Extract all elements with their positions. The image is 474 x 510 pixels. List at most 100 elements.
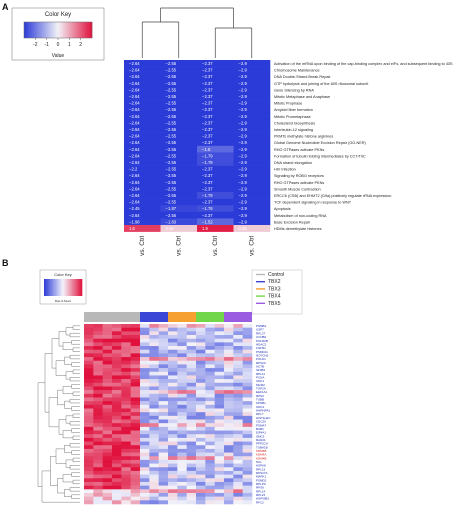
- heatmap-b-cell: [84, 379, 94, 384]
- heatmap-b-cell: [158, 397, 169, 402]
- heatmap-b-cell: [233, 338, 243, 343]
- heatmap-b-gene-label: HDAC2: [256, 342, 267, 346]
- heatmap-b-cell: [158, 327, 169, 332]
- color-key-gradient-step: [86, 22, 89, 38]
- heatmap-a-cell: [197, 225, 234, 232]
- heatmap-b-cell: [102, 423, 113, 428]
- heatmap-b-cell: [168, 386, 178, 391]
- heatmap-b-cell: [149, 338, 159, 343]
- heatmap-b-cell: [158, 463, 169, 468]
- heatmap-b-cell: [102, 408, 113, 413]
- heatmap-b-cell: [93, 338, 103, 343]
- heatmap-b-cell: [158, 441, 169, 446]
- color-key-gradient-step: [80, 22, 83, 38]
- heatmap-b-cell: [233, 390, 243, 395]
- heatmap-a-value-label: −2.37: [202, 114, 213, 119]
- heatmap-b-cell: [224, 492, 234, 497]
- heatmap-b-cell: [140, 489, 150, 494]
- heatmap-b-cell: [121, 489, 131, 494]
- heatmap-a-value-label: −2.9: [239, 200, 248, 205]
- heatmap-b-cell: [205, 496, 215, 501]
- heatmap-a-cell: [197, 192, 234, 199]
- heatmap-a-cell: [160, 218, 198, 226]
- heatmap-b-cell: [205, 485, 215, 490]
- heatmap-a-cell: [233, 211, 271, 219]
- heatmap-a-value-label: 1.9: [202, 226, 208, 231]
- heatmap-b-cell: [196, 375, 206, 380]
- heatmap-b-cell: [168, 360, 178, 365]
- heatmap-a-value-label: −2.9: [239, 186, 248, 191]
- heatmap-b-cell: [130, 459, 141, 464]
- heatmap-b-cell: [233, 327, 243, 332]
- heatmap-a-value-label: −2.37: [202, 127, 213, 132]
- heatmap-a-row-label: PKMTs methylate histone arginines: [274, 135, 333, 139]
- heatmap-a-cell: [160, 119, 198, 127]
- heatmap-a-value-label: −2.55: [166, 87, 177, 92]
- heatmap-b-cell: [224, 364, 234, 369]
- heatmap-b-cell: [168, 382, 178, 387]
- heatmap-b-cell: [224, 375, 234, 380]
- heatmap-b-cell: [224, 415, 234, 420]
- heatmap-b-cell: [140, 412, 150, 417]
- heatmap-b-cell: [224, 474, 234, 479]
- heatmap-b-cell: [140, 357, 150, 362]
- heatmap-b-cell: [168, 349, 178, 354]
- heatmap-b-cell: [158, 360, 169, 365]
- heatmap-b-cell: [242, 485, 253, 490]
- heatmap-b-cell: [224, 467, 234, 472]
- heatmap-b-cell: [242, 426, 253, 431]
- heatmap-b-cell: [130, 463, 141, 468]
- heatmap-b-cell: [177, 408, 187, 413]
- heatmap-b-cell: [224, 481, 234, 486]
- heatmap-a-row-label: ERCC6 (CSB) and EHMT2 (G9a) positively r…: [274, 194, 391, 198]
- heatmap-a-cell: [160, 112, 198, 120]
- heatmap-b-cell: [214, 371, 225, 376]
- heatmap-b-cell: [233, 474, 243, 479]
- heatmap-b-cell: [214, 474, 225, 479]
- group-bar-tbx3: [168, 312, 196, 322]
- heatmap-b-cell: [177, 349, 187, 354]
- heatmap-b-cell: [84, 463, 94, 468]
- heatmap-a-cell: [197, 112, 234, 120]
- heatmap-b-cell: [84, 335, 94, 339]
- color-key-b-xlabel: Row Z-Score: [55, 299, 72, 303]
- heatmap-a-row-label: Metabolism of non-coding RNA: [274, 214, 327, 218]
- heatmap-b-cell: [158, 426, 169, 431]
- heatmap-a-value-label: −2.9: [239, 61, 248, 66]
- heatmap-b-cell: [224, 393, 234, 398]
- heatmap-a-value-label: −2.37: [202, 87, 213, 92]
- heatmap-b-cell: [214, 349, 225, 354]
- heatmap-b-cell: [140, 434, 150, 439]
- heatmap-b-cell: [149, 382, 159, 387]
- heatmap-b-cell: [149, 489, 159, 494]
- heatmap-b-cell: [140, 338, 150, 343]
- heatmap-b-cell: [149, 327, 159, 332]
- heatmap-b-cell: [93, 467, 103, 472]
- heatmap-b-cell: [130, 456, 141, 461]
- color-key-gradient-step: [51, 22, 54, 38]
- color-key-b-gradient-step: [44, 279, 46, 296]
- heatmap-b-cell: [102, 331, 113, 336]
- heatmap-a-value-label: −2.37: [202, 68, 213, 73]
- heatmap-b-cell: [158, 496, 169, 501]
- heatmap-b-cell: [112, 390, 122, 395]
- heatmap-b-cell: [149, 423, 159, 428]
- heatmap-a-value-label: −2.37: [202, 134, 213, 139]
- heatmap-b-gene-label: NOTCH2: [256, 353, 269, 357]
- heatmap-b-cell: [102, 335, 113, 339]
- heatmap-b-cell: [214, 496, 225, 501]
- heatmap-b-gene-label: KDM4B: [256, 456, 266, 460]
- heatmap-b-cell: [186, 467, 197, 472]
- heatmap-a-value-label: −2.55: [166, 101, 177, 106]
- heatmap-b-cell: [84, 496, 94, 501]
- heatmap-b-cell: [130, 364, 141, 369]
- heatmap-b-cell: [158, 386, 169, 391]
- color-key-gradient-step: [24, 22, 26, 38]
- heatmap-b-cell: [121, 452, 131, 457]
- heatmap-b-cell: [121, 357, 131, 362]
- heatmap-a-value-label: −2.37: [202, 173, 213, 178]
- heatmap-b-cell: [140, 485, 150, 490]
- heatmap-b-cell: [242, 408, 253, 413]
- heatmap-a-value-label: −2.64: [129, 74, 140, 79]
- heatmap-b-cell: [121, 463, 131, 468]
